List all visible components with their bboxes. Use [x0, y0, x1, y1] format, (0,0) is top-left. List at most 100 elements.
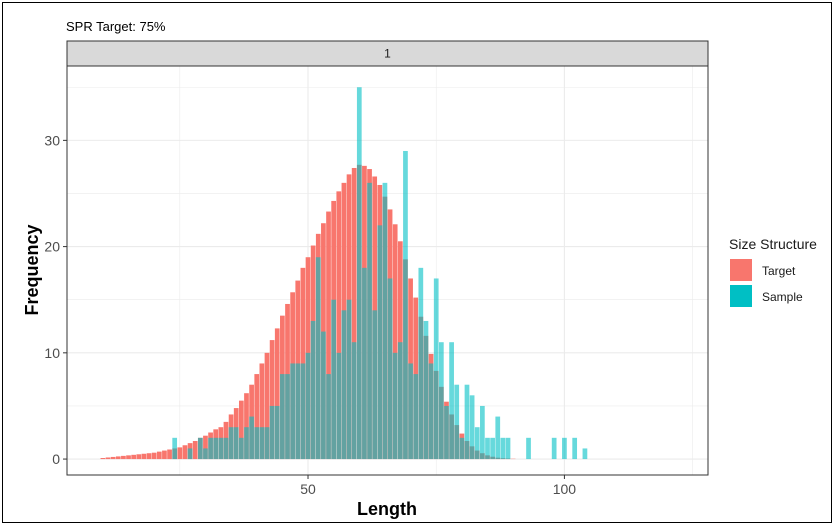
series-sample-bars: [172, 87, 588, 460]
bar-sample: [244, 427, 249, 460]
x-axis-label: Length: [357, 499, 417, 519]
bar-sample: [197, 437, 203, 460]
bar-sample: [433, 278, 439, 460]
bar-target: [192, 441, 198, 460]
bar-sample: [372, 310, 378, 460]
plot-panel-background: [67, 66, 708, 475]
bar-sample: [285, 374, 290, 460]
bar-sample: [480, 405, 485, 460]
bar-sample: [351, 342, 357, 460]
facet-strip: 1: [66, 40, 709, 67]
bar-target: [244, 393, 249, 460]
bar-target: [105, 457, 111, 460]
x-tick-label: 50: [300, 481, 316, 497]
bar-sample: [464, 384, 470, 460]
bar-target: [264, 352, 270, 460]
bar-target: [254, 374, 260, 460]
grid-lines: [67, 66, 708, 475]
bar-sample: [300, 363, 306, 460]
bar-sample: [469, 395, 475, 460]
bar-target: [136, 454, 142, 460]
bar-target: [156, 451, 162, 460]
bar-sample: [254, 427, 260, 460]
bar-sample: [208, 437, 213, 460]
bar-sample: [495, 416, 501, 460]
bar-target: [259, 363, 265, 460]
legend-swatch-sample: [730, 285, 752, 307]
bar-target: [351, 167, 357, 460]
legend-label-target: Target: [762, 264, 796, 278]
bar-target: [162, 450, 167, 460]
facet-strip-background: [66, 40, 709, 67]
bar-target: [326, 211, 331, 460]
bar-target: [151, 452, 157, 460]
bar-sample: [362, 267, 367, 460]
bar-sample: [490, 437, 495, 460]
y-tick-label: 30: [44, 132, 60, 148]
bar-sample: [392, 352, 398, 460]
bar-sample: [387, 278, 393, 460]
facet-strip-label: 1: [384, 47, 391, 61]
bar-target: [182, 445, 188, 460]
bar-sample: [438, 342, 444, 460]
bar-sample: [310, 320, 316, 460]
bar-sample: [562, 437, 567, 460]
bar-sample: [485, 437, 490, 460]
bar-sample: [223, 437, 229, 460]
y-axis-label: Frequency: [22, 224, 42, 315]
bar-sample: [459, 437, 465, 460]
bar-sample: [423, 320, 429, 460]
bar-target: [269, 340, 275, 460]
bar-sample: [582, 448, 588, 460]
bar-sample: [213, 437, 219, 460]
bar-sample: [413, 374, 419, 460]
bar-target: [100, 458, 106, 460]
bar-sample: [408, 363, 413, 460]
plot-panel: [67, 66, 708, 475]
bar-sample: [280, 374, 285, 460]
bar-target: [146, 453, 152, 460]
bar-sample: [341, 310, 347, 460]
bar-sample: [321, 331, 326, 460]
bar-sample: [403, 150, 408, 460]
axes: 50 100 0 10 20 30: [44, 132, 576, 497]
chart-title: SPR Target: 75%: [66, 19, 166, 34]
bar-sample: [418, 267, 424, 460]
bar-target: [238, 400, 244, 460]
legend-title: Size Structure: [729, 236, 817, 252]
bar-target: [110, 456, 116, 460]
bar-sample: [249, 416, 254, 460]
bar-sample: [449, 342, 454, 460]
bar-sample: [264, 427, 270, 460]
bar-target: [300, 267, 306, 460]
bar-sample: [474, 427, 480, 460]
bar-target: [167, 449, 172, 460]
bar-target: [274, 328, 280, 460]
bar-sample: [382, 182, 388, 460]
bar-sample: [454, 384, 460, 460]
bar-sample: [187, 448, 193, 460]
legend-swatch-target: [730, 259, 752, 281]
bar-sample: [290, 363, 295, 460]
bar-sample: [326, 374, 331, 460]
bar-sample: [551, 437, 557, 460]
bar-target: [203, 435, 208, 460]
bar-sample: [367, 182, 372, 460]
bar-sample: [274, 405, 280, 460]
bar-sample: [269, 405, 275, 460]
bar-sample: [259, 427, 265, 460]
bar-target: [126, 455, 131, 460]
legend-label-sample: Sample: [762, 290, 803, 304]
bar-target: [121, 455, 126, 460]
bar-sample: [397, 342, 403, 460]
bar-sample: [233, 427, 239, 460]
bar-sample: [315, 257, 321, 460]
bar-target: [131, 454, 137, 460]
bar-sample: [505, 437, 511, 460]
y-tick-label: 20: [44, 239, 60, 255]
bar-sample: [377, 225, 383, 460]
bar-sample: [428, 363, 434, 460]
bar-sample: [203, 448, 208, 460]
